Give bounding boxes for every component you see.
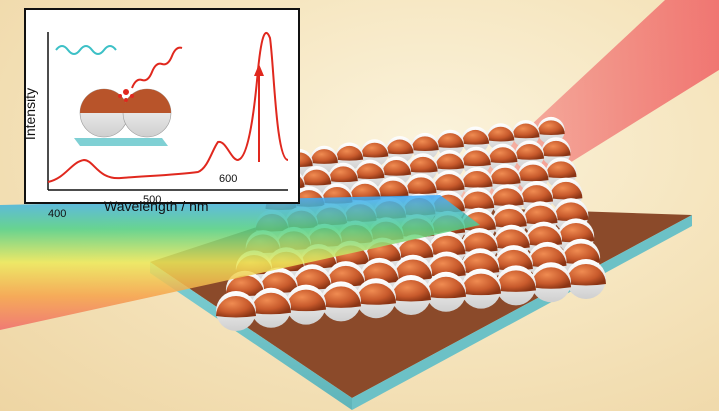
spectrum-inset: Intensity 400 500 600 xyxy=(22,8,300,220)
white-light-beam xyxy=(0,195,480,330)
x-tick-400: 400 xyxy=(48,208,67,220)
nanoparticle xyxy=(486,123,515,151)
nanoparticle xyxy=(251,287,291,328)
x-tick-500: 500 xyxy=(143,194,162,206)
nanoparticle xyxy=(461,268,501,309)
nanoparticle xyxy=(391,275,431,315)
nanoparticle xyxy=(411,132,439,161)
nanoparticle xyxy=(531,262,571,303)
x-axis-label: Wavelength / nm xyxy=(104,198,209,214)
nanoparticle xyxy=(216,291,256,331)
nanoparticle xyxy=(496,265,536,306)
scattered-light-arrow-icon xyxy=(131,46,183,89)
nanoparticle xyxy=(566,259,606,299)
nanoparticle xyxy=(356,278,397,319)
y-axis-label: Intensity xyxy=(22,87,39,141)
nanoparticle xyxy=(461,126,490,154)
wavy-light-arrow-icon xyxy=(55,45,117,55)
x-tick-600: 600 xyxy=(219,173,238,185)
nanoparticle xyxy=(286,284,326,325)
sparkle-icon xyxy=(118,89,134,102)
nanoparticle xyxy=(426,271,466,312)
nanoparticle xyxy=(512,120,540,148)
nanoparticle xyxy=(321,281,362,322)
spectrum-line xyxy=(47,32,289,183)
nanoparticle xyxy=(386,136,414,164)
nanoparticle xyxy=(381,156,411,186)
nanoparticle xyxy=(436,129,464,158)
dimer-illustration xyxy=(74,88,172,146)
